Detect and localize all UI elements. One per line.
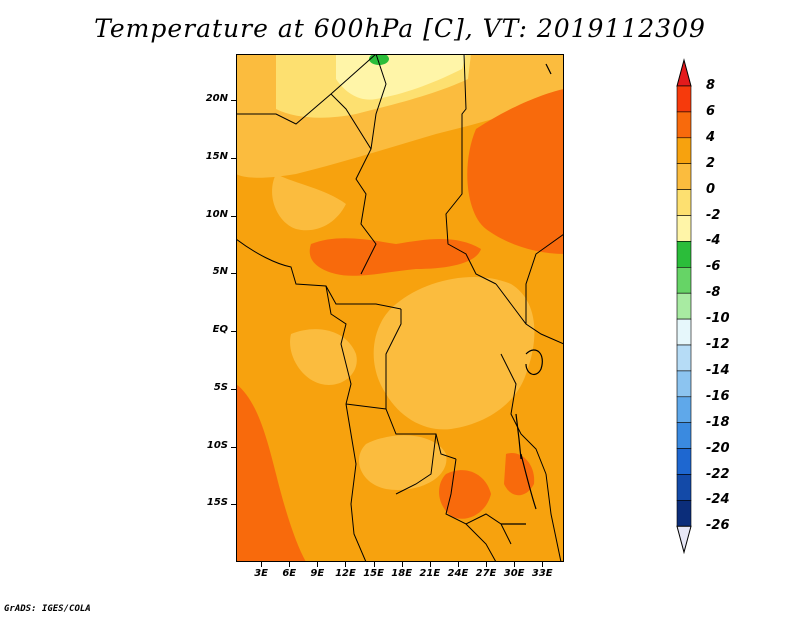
- lat-tick-label: 5S: [213, 381, 228, 393]
- lon-tick-label: 12E: [335, 568, 356, 579]
- colorbar-swatch: [676, 396, 692, 423]
- band-sahel: [272, 174, 346, 231]
- colorbar-label: 4: [706, 129, 716, 145]
- lon-tick-label: 33E: [531, 568, 553, 579]
- colorbar: [676, 58, 692, 555]
- lon-tick: [373, 562, 375, 567]
- colorbar-swatch: [676, 292, 692, 320]
- lon-tick-label: 9E: [310, 568, 325, 579]
- colorbar-label: 0: [706, 181, 716, 197]
- colorbar-swatch: [676, 137, 692, 165]
- colorbar-label: -18: [706, 414, 730, 430]
- lon-tick: [345, 562, 347, 567]
- colorbar-label: -24: [706, 492, 730, 508]
- lat-tick: [231, 157, 236, 159]
- footer-credit: GrADS: IGES/COLA: [4, 604, 91, 614]
- lon-tick-label: 27E: [475, 568, 497, 579]
- lat-tick-label: 10S: [206, 439, 228, 451]
- lon-tick-label: 24E: [447, 568, 469, 579]
- colorbar-label: 2: [706, 155, 716, 171]
- colorbar-swatch: [676, 267, 692, 294]
- lat-tick: [231, 215, 236, 217]
- country-borders: [236, 54, 564, 562]
- warm-zambia: [439, 470, 491, 519]
- colorbar-swatch: [676, 474, 692, 501]
- lon-tick: [401, 562, 403, 567]
- warm-east: [504, 453, 535, 496]
- colorbar-swatch: [676, 422, 692, 449]
- band-coast: [290, 329, 357, 385]
- lon-tick: [429, 562, 431, 567]
- lat-tick: [231, 388, 236, 390]
- colorbar-label: -16: [706, 388, 730, 404]
- colorbar-swatch: [676, 241, 692, 268]
- lakes: [501, 63, 552, 525]
- colorbar-swatch: [676, 111, 692, 139]
- lon-tick: [317, 562, 319, 567]
- lat-tick: [231, 331, 236, 333]
- lon-tick-label: 6E: [282, 568, 297, 579]
- colorbar-label: -20: [706, 440, 730, 456]
- colorbar-label: -26: [706, 518, 730, 534]
- colorbar-swatch: [676, 448, 692, 475]
- cold-spot: [369, 54, 389, 65]
- lon-tick-label: 30E: [503, 568, 525, 579]
- colorbar-swatch: [676, 370, 692, 398]
- temperature-map: [236, 54, 564, 562]
- page-title: Temperature at 600hPa [C], VT: 201911230…: [94, 14, 706, 43]
- lon-tick: [514, 562, 516, 567]
- lon-tick: [261, 562, 263, 567]
- lat-tick-label: 15S: [206, 497, 228, 509]
- colorbar-label: 6: [706, 103, 716, 119]
- colorbar-label: -12: [706, 337, 730, 352]
- lon-tick: [457, 562, 459, 567]
- colorbar-label: -2: [706, 207, 721, 223]
- lon-tick: [486, 562, 488, 567]
- colorbar-swatch: [676, 344, 692, 372]
- lat-tick: [231, 446, 236, 448]
- lat-tick-label: 5N: [212, 266, 228, 278]
- colorbar-top-arrow: [676, 58, 692, 87]
- lon-tick-label: 18E: [391, 568, 413, 579]
- lon-tick-label: 21E: [419, 568, 441, 579]
- colorbar-label: -14: [706, 362, 730, 378]
- colorbar-swatch: [676, 189, 692, 216]
- lat-tick-label: 15N: [205, 150, 228, 162]
- warm-central-band: [309, 238, 481, 276]
- lat-tick: [231, 100, 236, 102]
- lon-tick: [289, 562, 291, 567]
- colorbar-swatch: [676, 215, 692, 242]
- lat-tick: [231, 504, 236, 506]
- band-congo: [373, 276, 535, 430]
- lat-tick-label: 20N: [205, 93, 228, 105]
- colorbar-swatch: [676, 500, 692, 527]
- map-canvas: [236, 54, 564, 562]
- colorbar-label: 8: [706, 78, 716, 93]
- colorbar-bottom-arrow: [676, 525, 692, 555]
- band-angola: [358, 435, 447, 490]
- colorbar-label: -8: [706, 285, 721, 301]
- colorbar-label: -10: [706, 311, 730, 327]
- lat-tick-label: 10N: [205, 208, 228, 220]
- lon-tick: [542, 562, 544, 567]
- warm-southwest: [236, 384, 306, 562]
- warm-sudan: [467, 89, 564, 254]
- lon-tick-label: 3E: [254, 568, 268, 579]
- colorbar-swatch: [676, 163, 692, 190]
- lat-tick-label: EQ: [212, 324, 228, 336]
- colorbar-label: -22: [706, 466, 730, 482]
- colorbar-swatch: [676, 85, 692, 113]
- colorbar-label: -6: [706, 259, 721, 275]
- band-minus4to-2: [336, 54, 466, 100]
- lat-tick: [231, 273, 236, 275]
- lon-tick-label: 15E: [363, 568, 384, 579]
- colorbar-label: -4: [706, 233, 721, 249]
- colorbar-swatch: [676, 318, 692, 346]
